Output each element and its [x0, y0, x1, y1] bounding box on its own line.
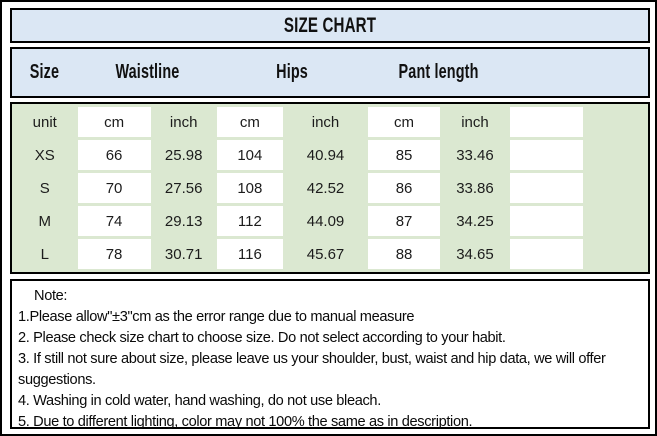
header-hips: Hips: [276, 61, 309, 83]
note-line-4: 4. Washing in cold water, hand washing, …: [18, 393, 381, 409]
value-cell: 74: [77, 206, 151, 236]
value-cell: 34.65: [456, 245, 494, 263]
value-cell: 104: [216, 140, 283, 170]
unit-cell: inch: [169, 113, 198, 131]
size-table-box: unit cm inch cm inch cm inch XS 66 25.98…: [10, 102, 650, 274]
value-cell: 116: [216, 239, 283, 269]
value-cell: 29.13: [164, 212, 203, 230]
empty-cell: [583, 107, 648, 137]
value-cell: 78: [77, 239, 151, 269]
empty-cell: [509, 140, 584, 170]
value-cell: 88: [368, 239, 440, 269]
empty-cell: [509, 107, 584, 137]
empty-cell: [509, 206, 584, 236]
empty-cell: [509, 173, 584, 203]
value-cell: 45.67: [306, 245, 345, 263]
value-cell: 87: [368, 206, 440, 236]
note-line-5: 5. Due to different lighting, color may …: [18, 414, 473, 430]
size-label-cell: XS: [34, 146, 55, 164]
value-cell: 34.25: [456, 212, 494, 230]
unit-cell: unit: [32, 113, 57, 131]
unit-cell: cm: [77, 107, 151, 137]
empty-cell: [583, 140, 648, 170]
table-row-s: S 70 27.56 108 42.52 86 33.86: [12, 173, 648, 203]
value-cell: 86: [368, 173, 440, 203]
title-bar: SIZE CHART: [10, 8, 650, 43]
value-cell: 33.86: [456, 179, 494, 197]
value-cell: 25.98: [164, 146, 203, 164]
value-cell: 108: [216, 173, 283, 203]
size-label-cell: S: [39, 179, 50, 197]
value-cell: 44.09: [306, 212, 345, 230]
value-cell: 112: [216, 206, 283, 236]
size-table: unit cm inch cm inch cm inch XS 66 25.98…: [12, 104, 648, 272]
unit-cell: cm: [216, 107, 283, 137]
size-label-cell: L: [40, 245, 49, 263]
unit-cell: inch: [461, 113, 489, 131]
empty-cell: [583, 206, 648, 236]
empty-cell: [583, 173, 648, 203]
value-cell: 70: [77, 173, 151, 203]
note-line-2: 2. Please check size chart to choose siz…: [18, 330, 506, 346]
empty-cell: [509, 239, 584, 269]
value-cell: 40.94: [306, 146, 345, 164]
header-waistline: Waistline: [115, 61, 180, 83]
table-row-m: M 74 29.13 112 44.09 87 34.25: [12, 206, 648, 236]
value-cell: 33.46: [456, 146, 494, 164]
page-title: SIZE CHART: [283, 13, 377, 37]
value-cell: 42.52: [306, 179, 345, 197]
value-cell: 27.56: [164, 179, 203, 197]
unit-row: unit cm inch cm inch cm inch: [12, 107, 648, 137]
table-row-l: L 78 30.71 116 45.67 88 34.65: [12, 239, 648, 269]
empty-cell: [583, 239, 648, 269]
note-box: Note: 1.Please allow"±3"cm as the error …: [10, 279, 650, 430]
header-pant-length: Pant length: [398, 61, 479, 83]
note-title: Note:: [34, 288, 68, 304]
header-size: Size: [30, 61, 60, 83]
unit-cell: cm: [368, 107, 440, 137]
value-cell: 30.71: [164, 245, 203, 263]
unit-cell: inch: [311, 113, 340, 131]
column-header-row: Size Waistline Hips Pant length: [10, 47, 650, 98]
note-line-1: 1.Please allow"±3"cm as the error range …: [18, 309, 415, 325]
value-cell: 85: [368, 140, 440, 170]
table-row-xs: XS 66 25.98 104 40.94 85 33.46: [12, 140, 648, 170]
note-line-3: 3. If still not sure about size, please …: [18, 351, 606, 388]
size-label-cell: M: [38, 212, 52, 230]
value-cell: 66: [77, 140, 151, 170]
